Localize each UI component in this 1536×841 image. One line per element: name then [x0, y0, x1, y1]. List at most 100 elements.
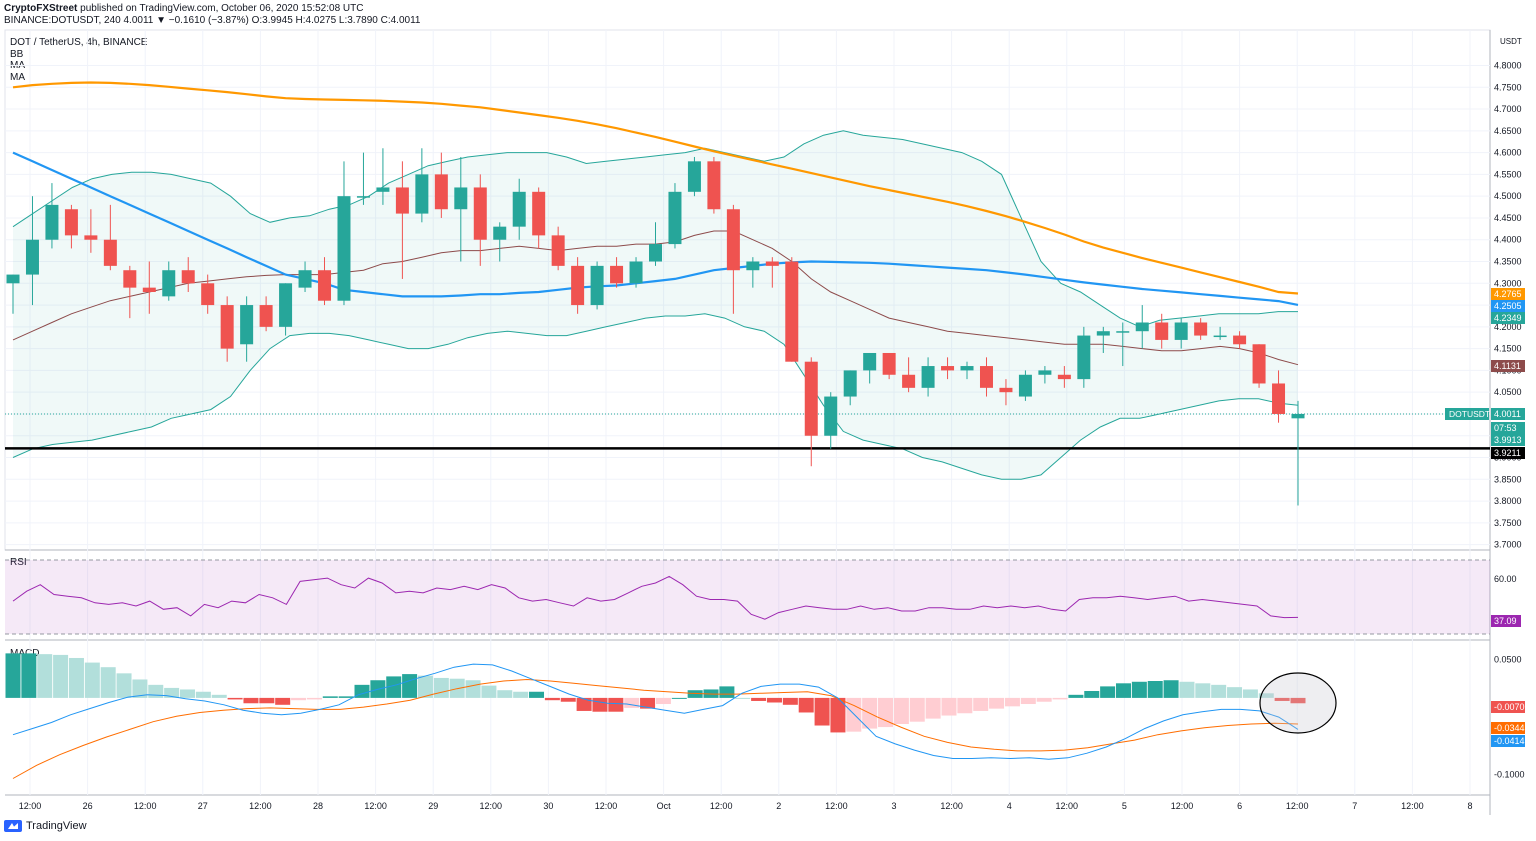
macd-histogram-bar [751, 697, 767, 701]
macd-value-label: -0.0070 [1494, 702, 1525, 712]
candle-body [512, 191, 526, 227]
candle-body [6, 274, 20, 284]
macd-histogram-bar [1195, 683, 1211, 698]
price-tick-label: 4.3000 [1494, 278, 1522, 288]
price-tick-label: 4.6000 [1494, 148, 1522, 158]
macd-histogram-bar [608, 697, 624, 712]
macd-histogram-bar [195, 691, 211, 698]
candle-body [902, 374, 916, 388]
candle-body [454, 187, 468, 210]
price-tick-label: 4.0500 [1494, 387, 1522, 397]
price-axis-tag [1491, 312, 1525, 324]
macd-histogram-bar [766, 697, 782, 703]
rsi-tick-label: 60.00 [1494, 574, 1517, 584]
macd-histogram-bar [338, 696, 354, 698]
price-axis-tag-label: 3.9913 [1494, 435, 1522, 445]
macd-histogram-bar [180, 689, 196, 698]
candle-body [1194, 322, 1208, 336]
symbol-line: BINANCE:DOTUSDT, 240 [4, 15, 121, 26]
time-tick-label: Oct [657, 801, 672, 811]
price-tick-label: 4.2000 [1494, 322, 1522, 332]
time-tick-label: 4 [1007, 801, 1012, 811]
macd-histogram-bar [560, 697, 576, 702]
candle-body [395, 187, 409, 214]
macd-histogram-bar [1227, 687, 1243, 698]
price-axis-tag [1491, 408, 1525, 420]
macd-histogram-bar [1242, 689, 1258, 698]
macd-histogram-bar [497, 690, 513, 698]
candle-body [1077, 335, 1091, 380]
macd-histogram-bar [671, 697, 687, 699]
legend-title: DOT / TetherUS, 4h, BINANCE [10, 37, 148, 48]
publish-text: published on TradingView.com, October 06… [80, 3, 364, 14]
price-tick-label: 4.4000 [1494, 235, 1522, 245]
time-tick-label: 30 [543, 801, 553, 811]
macd-histogram-bar [259, 697, 275, 704]
macd-histogram-bar [275, 697, 291, 705]
candle-body [941, 366, 955, 371]
macd-histogram-bar [640, 697, 656, 709]
candle-body [25, 239, 39, 275]
macd-histogram-bar [417, 675, 433, 698]
time-tick-label: 12:00 [710, 801, 733, 811]
macd-histogram-bar [989, 697, 1005, 709]
price-axis-tag-label: 4.2349 [1494, 313, 1522, 323]
candle-body [1252, 344, 1266, 384]
price-tick-label: 3.7500 [1494, 518, 1522, 528]
candle-body [746, 261, 760, 271]
time-tick-label: 12:00 [19, 801, 42, 811]
macd-histogram-bar [1131, 681, 1147, 698]
macd-tick-label: -0.1000 [1494, 770, 1525, 780]
candle-body [571, 265, 585, 306]
macd-histogram-bar [465, 680, 481, 698]
ma200-line [12, 81, 1299, 295]
time-tick-label: 26 [83, 801, 93, 811]
rsi-band-fill [5, 560, 1490, 634]
macd-histogram-bar [227, 697, 243, 700]
macd-histogram-bar [116, 673, 132, 698]
candle-body [1096, 331, 1110, 336]
macd-histogram-bar [592, 697, 608, 712]
price-axis-tag [1491, 288, 1525, 300]
price-axis-tag-label: 4.2765 [1494, 289, 1522, 299]
macd-histogram-bar [243, 697, 259, 704]
time-tick-label: 12:00 [134, 801, 157, 811]
candle-body [415, 174, 429, 214]
price-axis-tag [1491, 300, 1525, 312]
candle-body [610, 265, 624, 284]
macd-histogram-bar [576, 697, 592, 711]
candle-body [1233, 335, 1247, 345]
bb-lower-line [12, 313, 1299, 480]
candle-body [1291, 413, 1305, 419]
publisher-name[interactable]: CryptoFXStreet [4, 3, 78, 14]
time-tick-label: 3 [891, 801, 896, 811]
candle-body [1038, 370, 1052, 375]
candle-body [882, 352, 896, 375]
macd-histogram-bar [1163, 680, 1179, 698]
macd-histogram-bar [624, 697, 640, 708]
ma50-line [12, 151, 1299, 306]
legend-indicator-ma200[interactable]: MA [10, 71, 25, 83]
macd-highlight-circle [1259, 672, 1337, 734]
symbol-tag-label: DOTUSDT [1449, 409, 1490, 419]
macd-histogram-bar [735, 697, 751, 699]
macd-histogram-bar [37, 654, 53, 698]
candle-body [84, 235, 98, 240]
macd-histogram-bar [84, 662, 100, 698]
macd-histogram-bar [53, 654, 69, 698]
macd-histogram-bar [909, 697, 925, 722]
price-tick-label: 4.7500 [1494, 82, 1522, 92]
time-tick-label: 12:00 [1286, 801, 1309, 811]
price-axis-tag-label: 3.9211 [1494, 448, 1521, 458]
macd-histogram-bar [21, 653, 37, 698]
candle-body [921, 366, 935, 388]
macd-histogram-bar [925, 697, 941, 719]
ohlc-values: 4.0011 ▼ −0.1610 (−3.87%) O:3.9945 H:4.0… [123, 15, 421, 26]
macd-histogram-bar [1052, 697, 1068, 700]
legend-indicator-bb[interactable]: BB [10, 48, 24, 60]
macd-histogram-bar [1020, 697, 1036, 705]
macd-value-tag [1491, 701, 1525, 713]
bb-upper-line [12, 130, 1298, 328]
price-tick-label: 4.1500 [1494, 344, 1522, 354]
